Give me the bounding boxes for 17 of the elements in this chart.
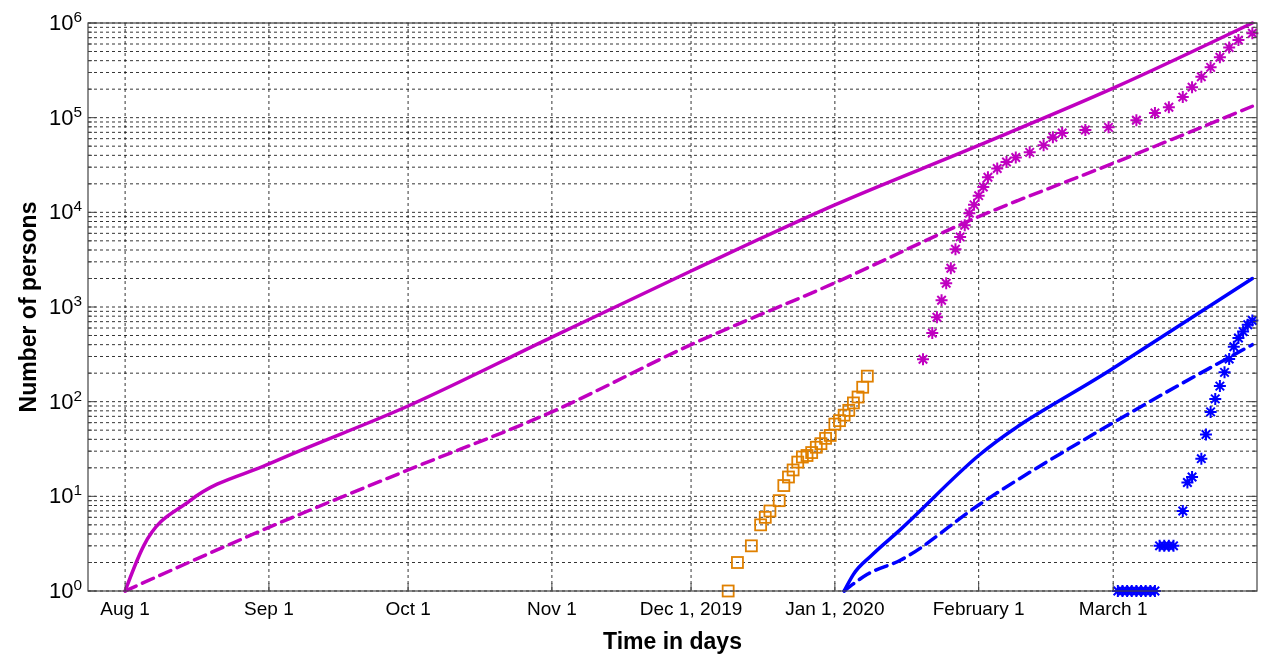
y-tick-label: 10$^{6}$ [48, 7, 82, 35]
y-tick-label: 10$^{1}$ [48, 480, 82, 509]
x-tick-label: February 1 [932, 598, 1025, 619]
x-tick-label: Jan 1, 2020 [785, 598, 885, 619]
x-axis-title: Time in days [603, 628, 742, 654]
x-tick-label: Oct 1 [385, 598, 431, 619]
x-tick-label: Dec 1, 2019 [639, 598, 743, 619]
y-tick-label: 10$^{5}$ [48, 102, 82, 130]
y-axis-title: Number of persons [15, 201, 41, 413]
y-tick-label: 10$^{4}$ [48, 196, 83, 225]
x-tick-label: March 1 [1078, 598, 1148, 619]
x-tick-label: Nov 1 [527, 598, 577, 619]
y-tick-label: 10$^{3}$ [48, 291, 82, 319]
y-tick-label: 10$^{2}$ [48, 386, 82, 414]
x-tick-label: Aug 1 [100, 598, 150, 619]
x-tick-label: Sep 1 [244, 598, 294, 619]
y-tick-label: 10$^{0}$ [48, 575, 82, 603]
